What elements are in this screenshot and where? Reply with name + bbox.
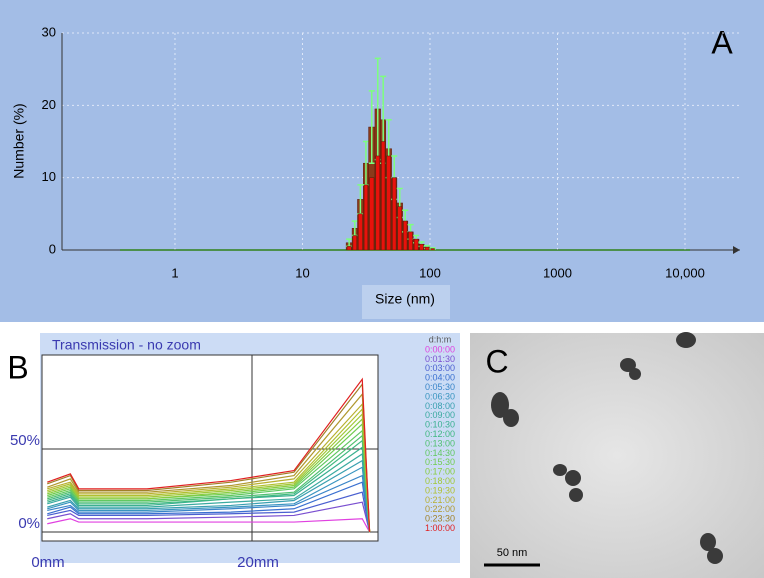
legend-label: 0:23:30 — [425, 514, 455, 524]
y-axis-title: Number (%) — [11, 103, 27, 178]
legend-label: 0:04:00 — [425, 373, 455, 383]
particle — [503, 409, 519, 427]
legend-label: 0:03:00 — [425, 363, 455, 373]
transmission-curve — [47, 429, 371, 533]
bar — [430, 248, 435, 251]
transmission-curve — [47, 481, 371, 533]
legend-label: 0:17:00 — [425, 467, 455, 477]
y-tick-label: 50% — [10, 432, 40, 449]
bar — [424, 246, 430, 251]
x-tick-label: 20mm — [237, 554, 279, 571]
particle — [700, 533, 716, 551]
transmission-curve — [47, 466, 371, 533]
bar — [363, 184, 369, 251]
y-tick-label: 20 — [42, 97, 56, 112]
transmission-curve — [47, 439, 371, 533]
tem-image — [470, 333, 764, 578]
bar — [375, 155, 381, 251]
particle — [569, 488, 583, 502]
bar — [413, 238, 419, 251]
legend-label: 0:08:00 — [425, 401, 455, 411]
particle — [676, 332, 696, 348]
bar — [397, 206, 403, 251]
particle — [620, 358, 636, 372]
panel-label: A — [711, 24, 733, 60]
particle — [565, 470, 581, 486]
panel-a: A Size (nm) Number (%) 0 10 20 30 1 10 100 1000… — [0, 0, 764, 322]
label-box — [362, 285, 450, 319]
legend-label: 0:14:30 — [425, 448, 455, 458]
bar — [408, 231, 413, 251]
legend-label: 0:10:30 — [425, 420, 455, 430]
bar — [381, 141, 386, 251]
legend-label: 0:00:00 — [425, 344, 455, 354]
transmission-curve — [47, 501, 371, 533]
transmission-curve — [47, 474, 371, 533]
transmission-curve — [47, 491, 371, 533]
x-tick-label: 0mm — [31, 554, 64, 571]
legend-title: d:h:m — [429, 334, 452, 344]
transmission-curve — [47, 407, 371, 533]
x-tick-label: 1000 — [543, 265, 572, 280]
y-tick-label: 0 — [49, 241, 56, 256]
chart-title: Transmission - no zoom — [52, 337, 201, 353]
legend-label: 0:06:30 — [425, 391, 455, 401]
x-tick-label: 10 — [295, 265, 309, 280]
panel-label: C — [485, 343, 508, 379]
transmission-curve — [47, 518, 371, 533]
transmission-curve — [47, 382, 371, 533]
transmission-curve — [47, 402, 371, 533]
nanoparticles — [491, 332, 723, 564]
legend-label: 0:15:30 — [425, 457, 455, 467]
error-bar — [368, 90, 375, 164]
bar — [386, 155, 391, 251]
transmission-curve — [47, 392, 371, 533]
transmission-curve — [47, 412, 371, 533]
axis-arrow — [733, 246, 740, 254]
bar — [369, 177, 375, 251]
x-tick-label: 1 — [171, 265, 178, 280]
bar — [346, 246, 352, 251]
transmission-curve — [47, 377, 371, 533]
transmission-curve — [47, 446, 371, 533]
transmission-curve — [47, 434, 371, 533]
x-axis-title: Size (nm) — [375, 291, 435, 307]
legend-label: 0:18:00 — [425, 476, 455, 486]
transmission-curve — [47, 459, 371, 533]
y-tick-label: 10 — [42, 169, 56, 184]
legend-label: 0:21:00 — [425, 495, 455, 505]
particle — [707, 548, 723, 564]
particle — [491, 392, 509, 418]
transmission-curve — [47, 452, 371, 533]
x-tick-label: 100 — [419, 265, 441, 280]
panel-c: 50 nm C — [470, 332, 764, 578]
legend-label: 0:12:00 — [425, 429, 455, 439]
panel-b: B Transmission - no zoom d:h:m 0% 50% 0mm 2… — [0, 330, 462, 578]
scale-bar-label: 50 nm — [497, 547, 528, 559]
y-tick-label: 0% — [18, 515, 40, 532]
panel-label: B — [7, 349, 28, 385]
legend-label: 0:22:00 — [425, 504, 455, 514]
bar — [358, 213, 363, 251]
x-tick-label: 10,000 — [665, 265, 705, 280]
legend-label: 0:19:30 — [425, 485, 455, 495]
y-tick-label: 30 — [42, 24, 56, 39]
bar — [419, 243, 424, 251]
bar — [403, 220, 408, 251]
legend-label: 1:00:00 — [425, 523, 455, 533]
transmission-curve — [47, 422, 371, 533]
legend-label: 0:01:30 — [425, 354, 455, 364]
legend-label: 0:13:00 — [425, 438, 455, 448]
bar — [392, 177, 397, 251]
legend-label: 0:05:30 — [425, 382, 455, 392]
particle — [553, 464, 567, 476]
transmission-curve — [47, 417, 371, 533]
legend-label: 0:09:00 — [425, 410, 455, 420]
particle — [629, 368, 641, 380]
bar — [352, 235, 357, 251]
